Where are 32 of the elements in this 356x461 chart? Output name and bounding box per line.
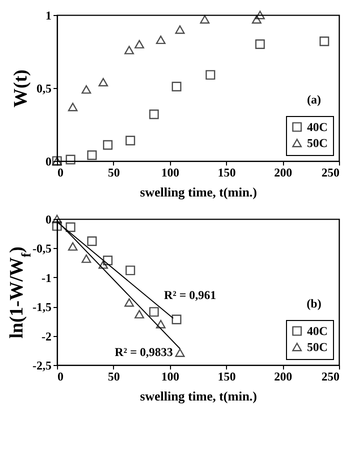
y-tick-label: 0 xyxy=(46,212,52,226)
legend-label: 50C xyxy=(307,136,328,150)
y-tick-label: -1,5 xyxy=(32,300,52,314)
y-tick-label: 0 xyxy=(46,154,52,168)
annotation: (b) xyxy=(306,296,322,311)
legend-label: 50C xyxy=(307,340,328,354)
legend-label: 40C xyxy=(307,120,328,134)
x-tick-label: 100 xyxy=(161,166,180,180)
annotation: R² = 0,9833 xyxy=(114,344,173,359)
x-tick-label: 150 xyxy=(218,166,236,180)
annotation: (a) xyxy=(307,92,321,107)
x-tick-label: 200 xyxy=(274,166,292,180)
y-axis-title: W(t) xyxy=(10,70,32,108)
x-tick-label: 50 xyxy=(108,166,120,180)
x-tick-label: 200 xyxy=(274,370,292,384)
y-tick-label: 0,5 xyxy=(36,82,52,96)
y-tick-label: 1 xyxy=(46,8,52,22)
x-tick-label: 50 xyxy=(108,370,120,384)
x-tick-label: 150 xyxy=(218,370,236,384)
y-tick-label: -2,5 xyxy=(32,358,52,372)
annotation: R² = 0,961 xyxy=(164,288,216,302)
y-tick-label: -2 xyxy=(42,329,52,344)
x-axis-title: swelling time, t(min.) xyxy=(140,388,257,404)
x-tick-label: 0 xyxy=(58,370,64,384)
x-tick-label: 250 xyxy=(322,166,340,180)
x-tick-label: 100 xyxy=(161,370,180,384)
legend-label: 40C xyxy=(307,324,328,338)
y-tick-label: -1 xyxy=(42,270,52,285)
x-tick-label: 250 xyxy=(322,370,340,384)
y-tick-label: -0,5 xyxy=(32,242,52,256)
x-tick-label: 0 xyxy=(58,166,64,180)
x-axis-title: swelling time, t(min.) xyxy=(140,184,257,200)
